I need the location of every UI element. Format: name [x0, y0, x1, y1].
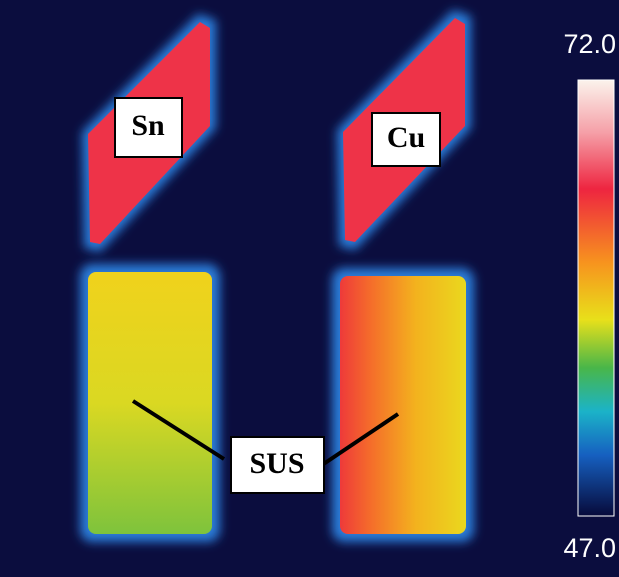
thermal-image: 72.0 47.0 Sn Cu SUS — [0, 0, 619, 577]
label-sn: Sn — [131, 109, 165, 142]
label-cu: Cu — [387, 121, 425, 154]
colorbar-label: 72.0 — [563, 29, 616, 59]
colorbar — [578, 80, 614, 516]
label-sus: SUS — [249, 447, 304, 480]
colorbar-label: 47.0 — [563, 533, 616, 563]
